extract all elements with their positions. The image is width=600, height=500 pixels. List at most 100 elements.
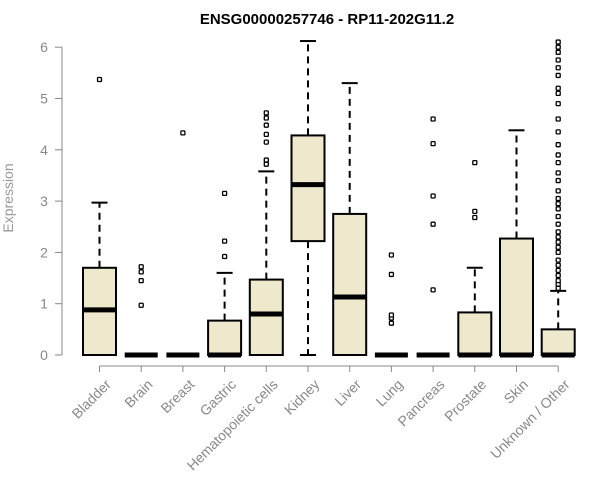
- outlier-point: [555, 39, 561, 45]
- box-brain: [124, 264, 158, 358]
- outlier-point: [555, 257, 561, 263]
- outlier-point: [555, 49, 561, 55]
- outlier-point: [430, 287, 436, 293]
- outlier-point: [555, 221, 561, 227]
- outlier-point: [555, 206, 561, 212]
- outlier-point: [555, 170, 561, 176]
- box-iqr: [499, 237, 534, 356]
- y-axis-label: Expression: [0, 163, 16, 232]
- outlier-point: [388, 271, 395, 278]
- x-tick-label: Brain: [121, 376, 155, 410]
- outlier-point: [555, 285, 561, 291]
- outlier-point: [555, 177, 561, 184]
- outlier-point: [555, 249, 561, 256]
- outlier-point: [555, 201, 561, 207]
- box-prostate: [457, 159, 493, 358]
- y-tick-label: 0: [40, 347, 48, 363]
- outlier-point: [138, 264, 144, 270]
- outlier-point: [555, 267, 561, 274]
- y-tick-label: 6: [40, 39, 48, 55]
- x-tick-label: Bladder: [69, 376, 115, 422]
- outlier-point: [555, 65, 561, 71]
- box-iqr: [207, 319, 243, 356]
- outlier-point: [388, 252, 395, 258]
- box-liver: [332, 82, 368, 356]
- y-tick-label: 4: [40, 142, 48, 158]
- outlier-point: [138, 269, 144, 275]
- outlier-point: [555, 262, 561, 268]
- outlier-point: [180, 130, 186, 136]
- box-pancreas: [416, 116, 450, 358]
- box-iqr: [332, 212, 368, 356]
- outlier-point: [430, 193, 436, 199]
- outlier-point: [263, 110, 269, 116]
- outlier-point: [555, 90, 561, 97]
- box-bladder: [82, 76, 117, 357]
- outlier-point: [263, 115, 269, 121]
- box-hematopoietic-cells: [248, 110, 284, 356]
- box-iqr: [248, 278, 284, 356]
- x-tick-label: Breast: [157, 376, 197, 416]
- outlier-point: [555, 85, 561, 91]
- x-tick-label: Liver: [331, 376, 364, 409]
- outlier-point: [388, 312, 395, 318]
- outlier-point: [472, 159, 478, 166]
- outlier-point: [472, 208, 478, 215]
- box-iqr: [457, 311, 493, 356]
- x-tick-label: Kidney: [281, 376, 323, 418]
- outlier-point: [430, 221, 436, 227]
- outlier-point: [263, 157, 269, 163]
- box-gastric: [207, 190, 243, 358]
- outlier-point: [555, 142, 561, 148]
- y-tick-label: 5: [40, 91, 48, 107]
- box-lung: [374, 252, 408, 358]
- outlier-point: [263, 131, 269, 138]
- outlier-point: [388, 320, 395, 326]
- outlier-point: [555, 159, 561, 166]
- box-breast: [166, 130, 200, 358]
- outlier-point: [555, 57, 561, 63]
- outlier-point: [555, 72, 561, 79]
- y-tick-label: 1: [40, 296, 48, 312]
- box-series: [82, 39, 576, 358]
- outlier-point: [555, 195, 561, 202]
- outlier-point: [263, 139, 269, 145]
- outlier-point: [430, 116, 436, 122]
- outlier-point: [555, 129, 561, 135]
- outlier-point: [555, 277, 561, 284]
- outlier-point: [555, 272, 561, 279]
- chart-title: ENSG00000257746 - RP11-202G11.2: [200, 11, 454, 28]
- outlier-point: [555, 239, 561, 245]
- y-tick-label: 2: [40, 244, 48, 260]
- outlier-point: [555, 188, 561, 194]
- outlier-point: [555, 116, 561, 122]
- outlier-point: [221, 238, 228, 244]
- x-tick-label: Lung: [373, 376, 406, 409]
- y-tick-label: 3: [40, 193, 48, 209]
- outlier-point: [138, 302, 144, 308]
- outlier-point: [263, 161, 269, 167]
- outlier-point: [555, 234, 561, 240]
- outlier-point: [555, 44, 561, 50]
- outlier-point: [430, 140, 436, 147]
- box-skin: [499, 129, 534, 358]
- x-tick-label: Skin: [500, 376, 531, 407]
- outlier-point: [138, 277, 144, 284]
- outlier-point: [221, 253, 228, 260]
- box-iqr: [540, 328, 576, 357]
- outlier-point: [472, 214, 478, 221]
- outlier-point: [555, 213, 561, 220]
- box-unknown-other: [540, 39, 576, 358]
- x-tick-label: Prostate: [441, 376, 489, 424]
- outlier-point: [555, 100, 561, 107]
- outlier-point: [555, 244, 561, 250]
- y-axis: 0 1 2 3 4 5 6: [40, 39, 63, 363]
- outlier-point: [263, 122, 269, 128]
- outlier-point: [221, 190, 228, 197]
- x-tick-label: Unknown / Other: [487, 376, 573, 462]
- box-kidney: [290, 40, 326, 356]
- outlier-point: [96, 76, 103, 83]
